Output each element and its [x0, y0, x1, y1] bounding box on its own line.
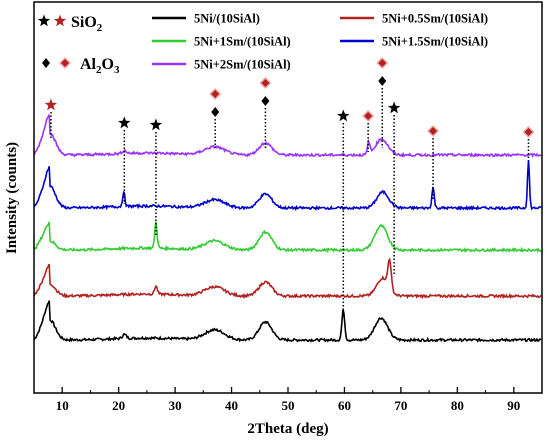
- annotation-guides: [50, 88, 530, 318]
- x-tick-label-40: 40: [225, 398, 238, 413]
- diamond-marker-14: [524, 128, 533, 136]
- series-line-3: [33, 221, 542, 254]
- phase-legend: SiO2 Al2O3: [37, 14, 120, 76]
- annotation-markers: [44, 57, 535, 138]
- phase-label-sio2: SiO2: [71, 14, 103, 34]
- series-line-4: [33, 160, 542, 212]
- star-marker-2: [118, 116, 131, 129]
- phase-star-red: [53, 14, 67, 27]
- phase-diamond-red: [61, 59, 69, 67]
- x-tick-label-20: 20: [112, 398, 125, 413]
- star-marker-1: [44, 98, 58, 111]
- diamond-marker-10: [378, 59, 387, 67]
- diamond-marker-7: [261, 96, 270, 106]
- series-layer: [33, 114, 542, 343]
- x-tick-label-50: 50: [282, 398, 295, 413]
- x-tick-label-10: 10: [56, 398, 69, 413]
- legend-label-3: 5Ni+1Sm/(10SiAl): [194, 35, 291, 49]
- x-axis-ticks: 10 20 30 40 50 60 70 80 90: [33, 387, 543, 413]
- star-marker-3: [149, 118, 163, 131]
- phase-star-black: [37, 14, 51, 27]
- diamond-marker-4: [211, 90, 220, 98]
- diamond-marker-11: [378, 76, 387, 86]
- star-marker-8: [337, 109, 350, 122]
- phase-diamond-black: [42, 58, 50, 68]
- legend-label-2: 5Ni+0.5Sm/(10SiAl): [382, 12, 488, 26]
- series-line-1: [33, 300, 542, 343]
- diamond-marker-13: [429, 127, 438, 135]
- star-marker-12: [387, 101, 401, 114]
- x-tick-label-60: 60: [338, 398, 351, 413]
- legend-label-4: 5Ni+1.5Sm/(10SiAl): [382, 35, 488, 49]
- x-tick-label-30: 30: [169, 398, 182, 413]
- diamond-marker-6: [261, 79, 270, 87]
- x-tick-label-90: 90: [507, 398, 520, 413]
- series-line-2: [33, 257, 542, 300]
- phase-label-al2o3: Al2O3: [80, 56, 120, 76]
- series-legend: 5Ni/(10SiAl) 5Ni+0.5Sm/(10SiAl) 5Ni+1Sm/(1…: [152, 12, 488, 72]
- diamond-marker-5: [211, 107, 220, 117]
- legend-label-5: 5Ni+2Sm/(10SiAl): [194, 58, 291, 72]
- diamond-marker-9: [364, 112, 373, 120]
- series-line-5: [33, 114, 542, 159]
- legend-label-1: 5Ni/(10SiAl): [194, 12, 260, 26]
- x-tick-label-80: 80: [451, 398, 464, 413]
- y-axis-title: Intensity (counts): [4, 142, 20, 254]
- x-axis-title: 2Theta (deg): [247, 421, 328, 437]
- x-tick-label-70: 70: [394, 398, 407, 413]
